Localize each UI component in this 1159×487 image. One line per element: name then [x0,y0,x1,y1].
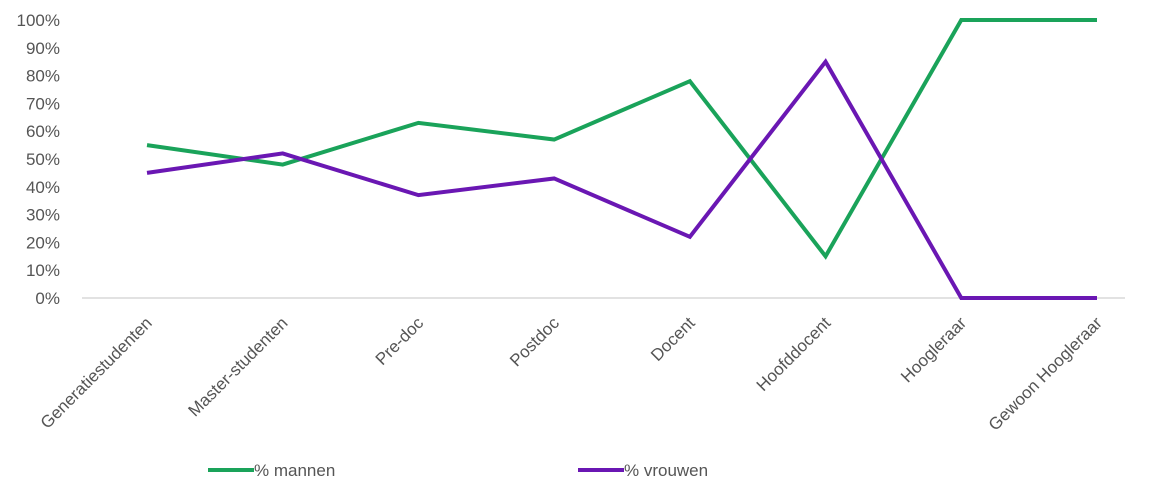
y-tick-label: 90% [26,39,60,58]
y-tick-label: 50% [26,150,60,169]
x-tick-label: Docent [647,313,699,365]
x-tick-label: Hoogleraar [897,313,970,386]
y-tick-label: 10% [26,261,60,280]
legend: % mannen % vrouwen [208,461,708,480]
y-tick-label: 100% [17,11,60,30]
y-tick-label: 40% [26,178,60,197]
x-tick-label: Hoofddocent [753,313,835,395]
y-tick-label: 30% [26,206,60,225]
y-tick-label: 70% [26,94,60,113]
y-tick-label: 80% [26,67,60,86]
y-axis: 0% 10% 20% 30% 40% 50% 60% 70% 80% 90% 100% [17,11,60,308]
y-tick-label: 60% [26,122,60,141]
x-tick-label: Pre-doc [372,313,428,369]
x-tick-label: Generatiestudenten [37,313,156,432]
legend-label: % vrouwen [624,461,708,480]
x-tick-label: Master-studenten [185,313,292,420]
series-line-1 [146,58,1097,300]
x-axis: Generatiestudenten Master-studenten Pre-do… [37,313,1106,434]
y-tick-label: 20% [26,233,60,252]
series-lines [146,18,1097,300]
x-tick-label: Gewoon Hoogleraar [985,313,1106,434]
series-line-0 [146,18,1097,260]
y-tick-label: 0% [35,289,60,308]
x-tick-label: Postdoc [506,313,563,370]
legend-label: % mannen [254,461,335,480]
